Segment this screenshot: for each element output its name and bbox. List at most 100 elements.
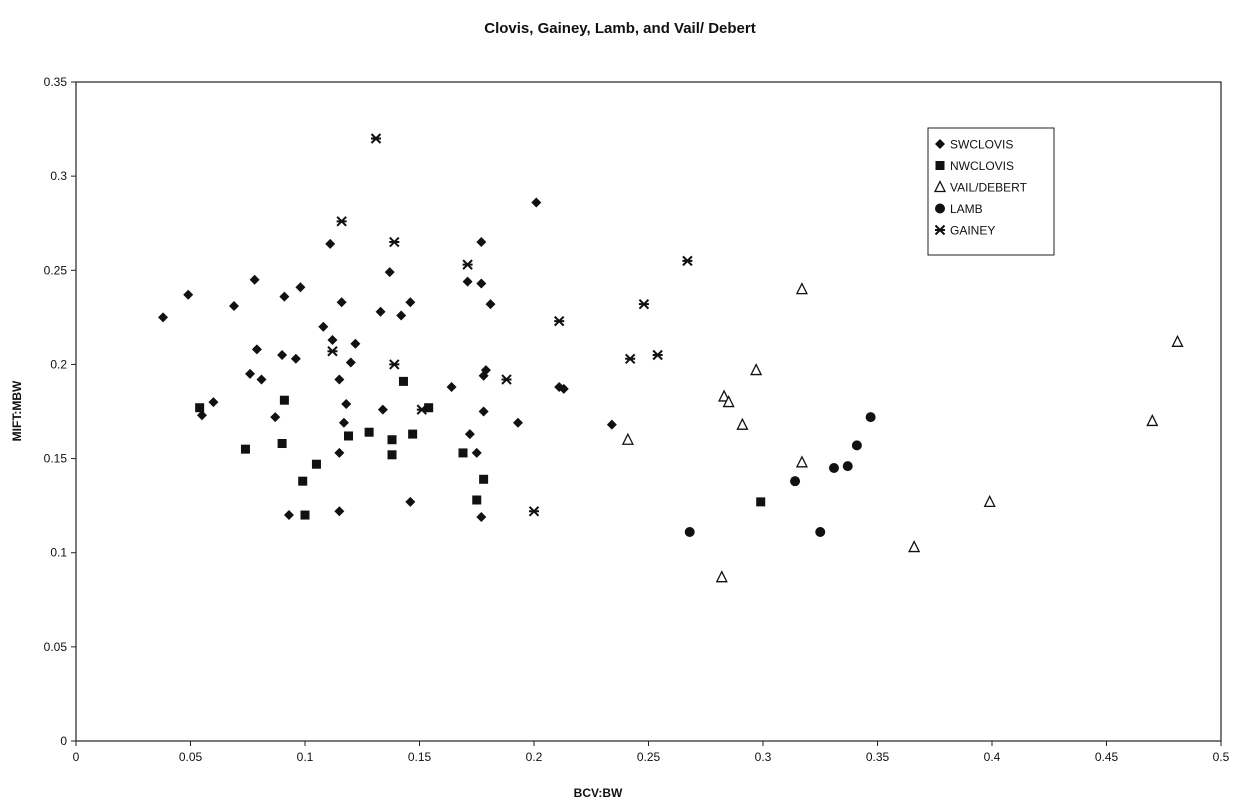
data-point xyxy=(828,462,839,473)
data-point xyxy=(283,510,294,521)
legend-label: LAMB xyxy=(950,202,983,216)
x-tick-label: 0.25 xyxy=(637,750,661,764)
chart-title: Clovis, Gainey, Lamb, and Vail/ Debert xyxy=(484,20,756,37)
y-tick-label: 0 xyxy=(60,734,67,748)
data-point xyxy=(790,476,801,487)
data-point xyxy=(277,350,288,361)
data-point xyxy=(300,510,310,520)
data-point xyxy=(478,406,489,417)
data-point xyxy=(396,310,407,321)
y-tick-label: 0.1 xyxy=(50,546,67,560)
data-point xyxy=(398,376,408,386)
data-point xyxy=(624,353,636,364)
data-point xyxy=(684,527,695,538)
data-point xyxy=(389,236,400,248)
x-tick-label: 0.45 xyxy=(1095,750,1119,764)
data-point xyxy=(336,216,347,227)
data-point xyxy=(318,321,329,332)
series-star xyxy=(327,133,693,517)
data-point xyxy=(196,410,207,421)
data-point xyxy=(638,298,650,310)
data-point xyxy=(471,447,482,458)
data-point xyxy=(389,359,400,370)
data-point xyxy=(501,374,512,385)
data-point xyxy=(279,395,289,405)
data-point xyxy=(842,461,853,472)
series-square xyxy=(195,376,766,520)
data-point xyxy=(795,455,808,468)
data-point xyxy=(384,267,395,278)
data-point xyxy=(718,389,731,402)
data-point xyxy=(983,494,996,508)
legend-label: SWCLOVIS xyxy=(950,138,1013,152)
data-point xyxy=(722,395,735,408)
data-point xyxy=(621,432,634,445)
data-point xyxy=(327,334,338,345)
legend: SWCLOVIS NWCLOVIS VAIL/DEBERT LAMB GAINEY xyxy=(927,127,1055,256)
x-tick-label: 0.35 xyxy=(866,750,890,764)
data-point xyxy=(229,301,240,312)
data-point xyxy=(408,429,418,439)
data-point xyxy=(715,570,728,583)
data-point xyxy=(387,450,397,460)
legend-label: GAINEY xyxy=(950,224,995,238)
data-point xyxy=(416,404,427,415)
data-point xyxy=(756,497,766,507)
x-tick-label: 0.05 xyxy=(179,750,203,764)
x-tick-label: 0.4 xyxy=(984,750,1001,764)
data-point xyxy=(350,338,361,349)
data-point xyxy=(652,349,663,361)
data-point xyxy=(336,297,347,308)
data-point xyxy=(553,315,565,327)
data-point xyxy=(195,403,205,413)
data-point xyxy=(531,197,542,208)
data-point xyxy=(345,357,356,368)
data-point xyxy=(405,496,416,507)
data-point xyxy=(1146,413,1159,427)
x-tick-label: 0.1 xyxy=(297,750,314,764)
data-point xyxy=(334,447,345,458)
data-point xyxy=(1171,334,1184,347)
x-tick-label: 0.15 xyxy=(408,750,432,764)
data-point xyxy=(512,417,523,428)
data-point xyxy=(364,427,374,437)
data-point xyxy=(851,440,862,451)
data-point xyxy=(325,238,336,249)
data-point xyxy=(270,412,281,423)
data-points xyxy=(158,133,1184,583)
data-point xyxy=(375,306,386,317)
data-point xyxy=(298,476,308,486)
y-tick-label: 0.15 xyxy=(44,452,68,466)
x-tick-label: 0.3 xyxy=(755,750,772,764)
data-point xyxy=(251,344,262,355)
data-point xyxy=(736,417,749,430)
x-axis-label: BCV:BW xyxy=(574,786,623,800)
data-point xyxy=(464,429,475,440)
data-point xyxy=(476,511,487,522)
data-point xyxy=(485,299,496,310)
series-diamond xyxy=(158,197,617,522)
data-point xyxy=(387,435,397,445)
y-tick-label: 0.25 xyxy=(44,263,68,277)
data-point xyxy=(476,237,487,248)
series-triangle xyxy=(621,282,1184,583)
y-tick-label: 0.3 xyxy=(50,169,67,183)
data-point xyxy=(472,495,482,505)
data-point xyxy=(327,346,338,357)
data-point xyxy=(208,397,219,408)
data-point xyxy=(334,506,345,517)
legend-label: NWCLOVIS xyxy=(950,159,1014,173)
y-tick-label: 0.35 xyxy=(44,75,68,89)
data-point xyxy=(377,404,388,415)
legend-marker-circle xyxy=(935,203,945,214)
data-point xyxy=(795,282,808,295)
data-point xyxy=(295,282,306,293)
x-tick-label: 0.5 xyxy=(1213,750,1230,764)
legend-box xyxy=(927,127,1055,256)
data-point xyxy=(249,274,260,285)
data-point xyxy=(446,382,457,393)
data-point xyxy=(682,255,693,267)
data-point xyxy=(311,459,321,469)
data-point xyxy=(334,374,345,385)
y-axis: 0 0.05 0.1 0.15 0.2 0.25 0.3 0.35 xyxy=(44,75,76,748)
